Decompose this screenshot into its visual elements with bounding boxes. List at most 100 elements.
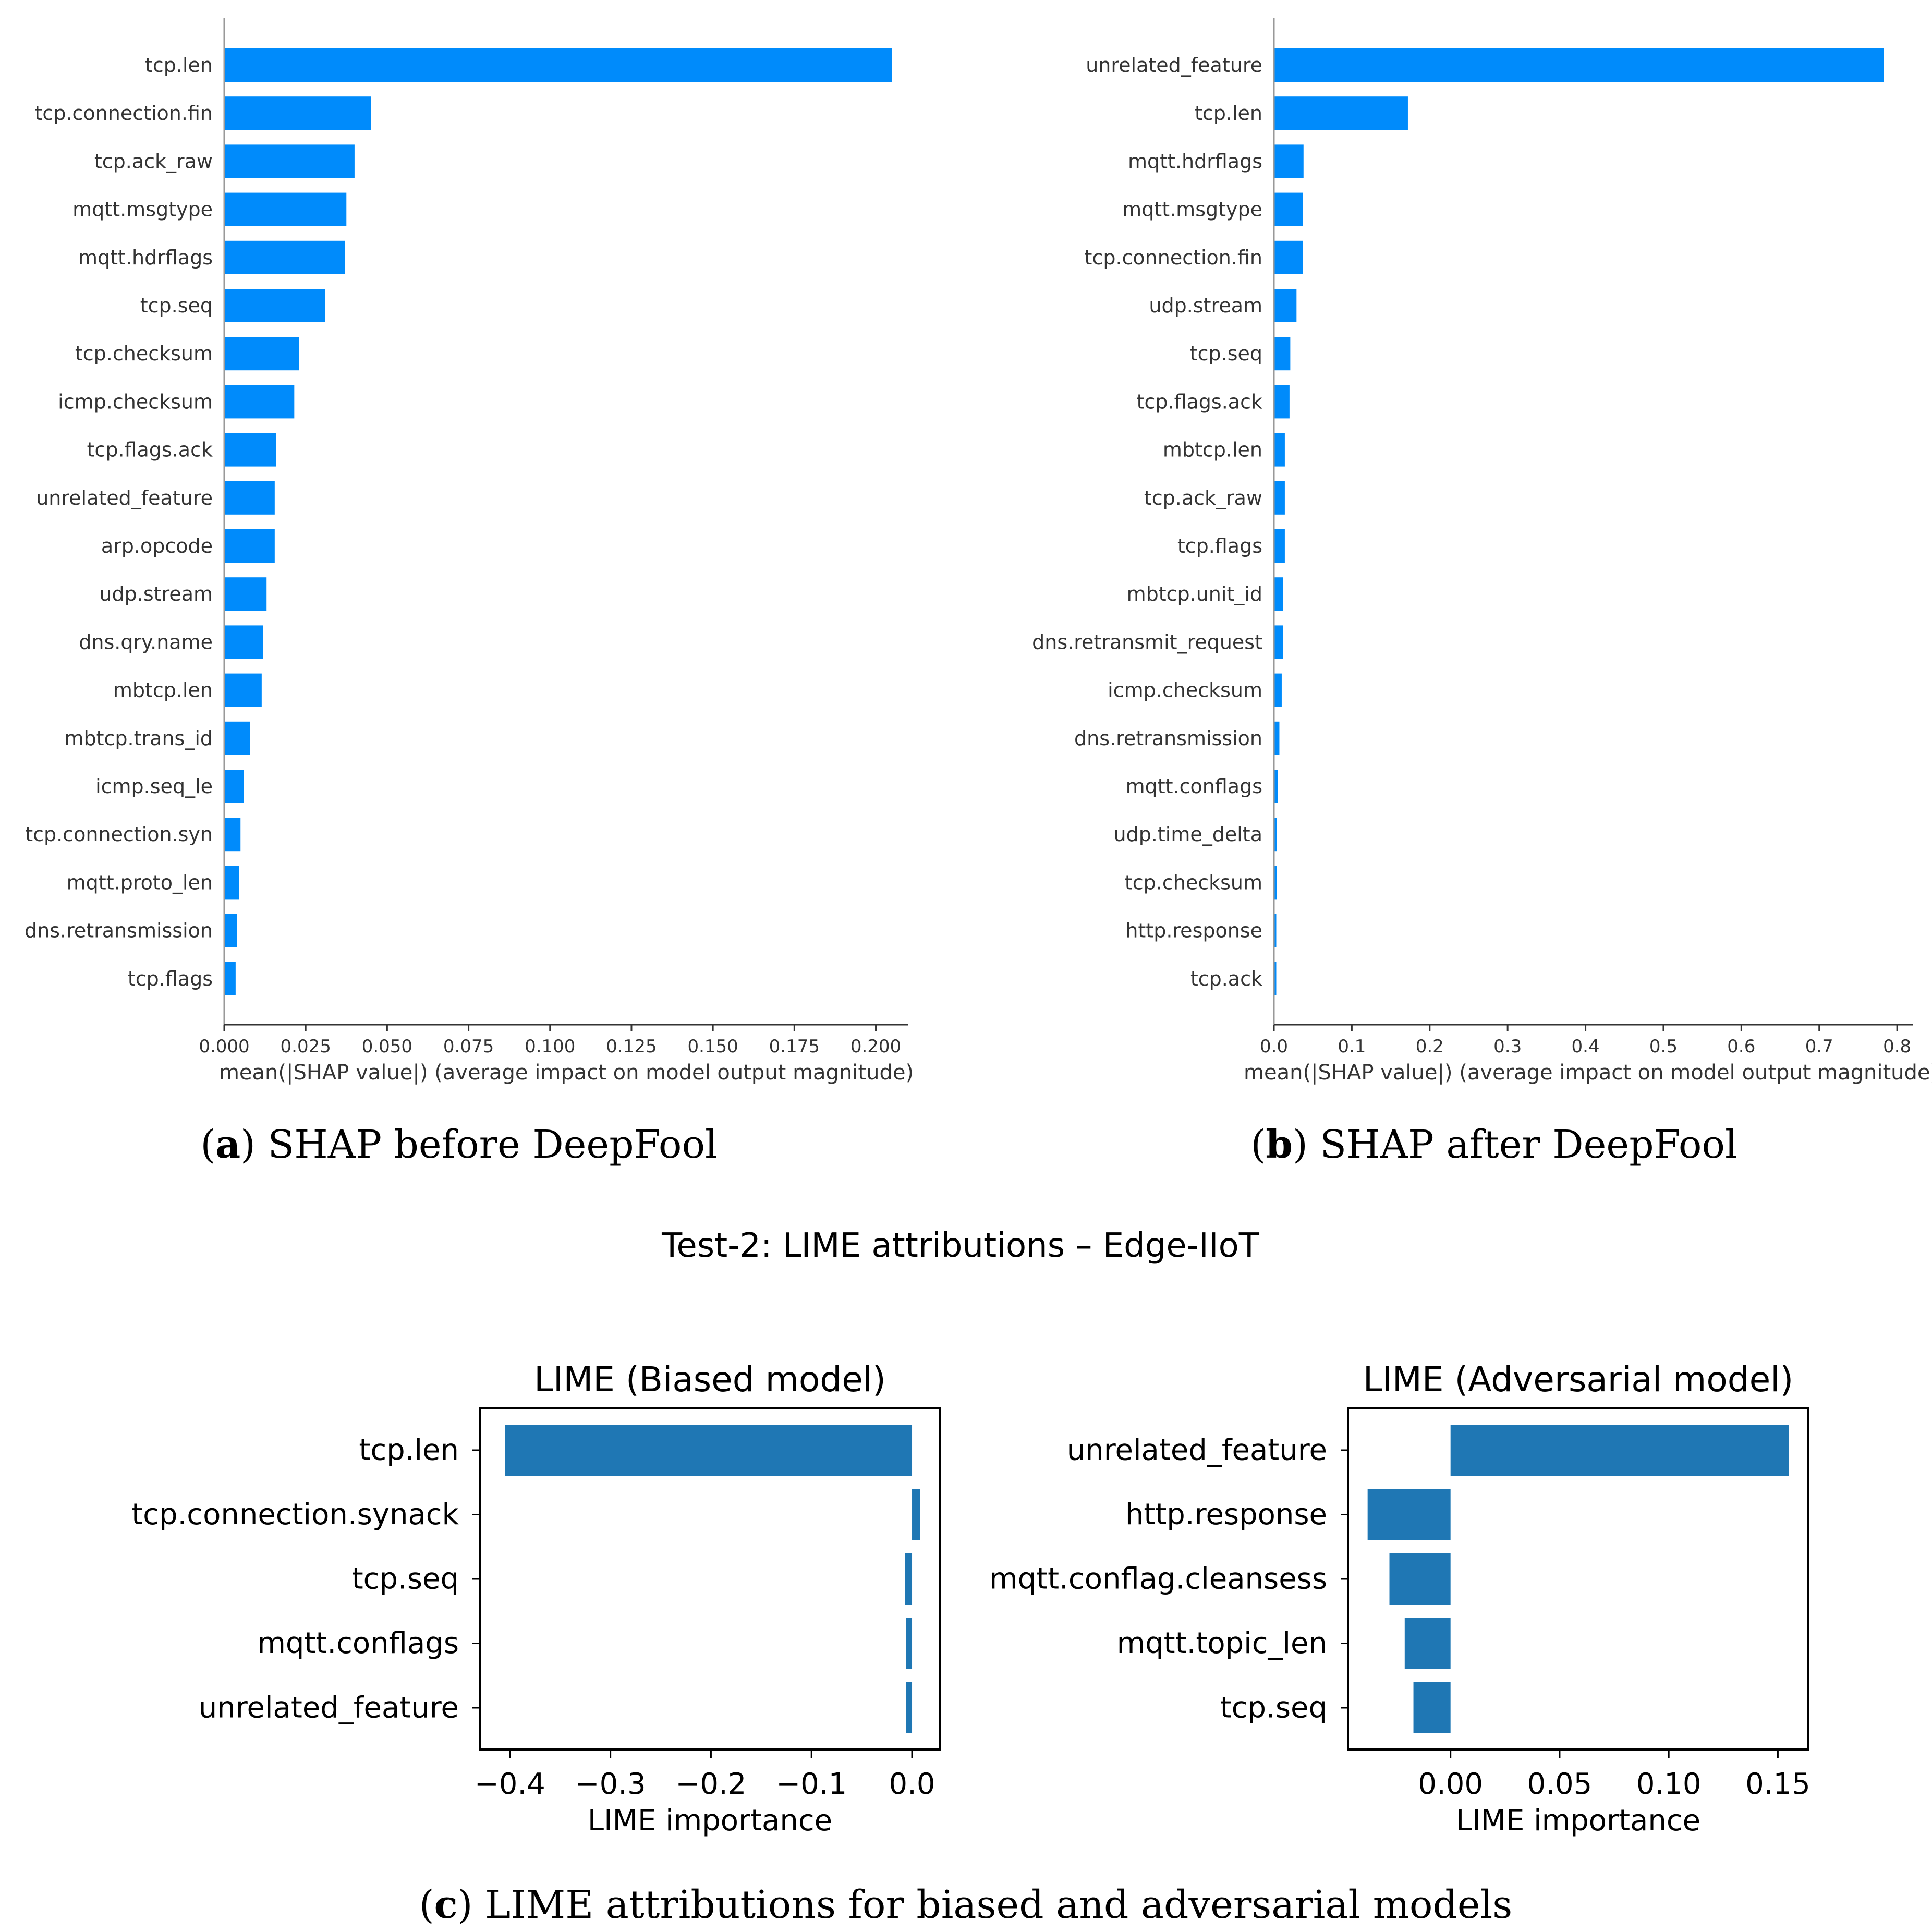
category-label-0: tcp.len <box>359 1433 459 1467</box>
bar-2 <box>905 1553 913 1605</box>
category-label-18: dns.retransmission <box>25 919 213 942</box>
category-label-19: tcp.ack <box>1190 967 1262 990</box>
bar-4 <box>1413 1682 1451 1733</box>
bar-3 <box>906 1618 913 1669</box>
category-label-8: mbtcp.len <box>1163 439 1262 461</box>
category-label-13: mbtcp.len <box>113 679 213 702</box>
bar-19 <box>224 962 236 995</box>
bar-5 <box>224 289 325 322</box>
x-tick-label-7: 0.7 <box>1805 1036 1833 1057</box>
category-label-14: mbtcp.trans_id <box>65 727 213 750</box>
category-label-5: udp.stream <box>1149 294 1262 317</box>
chart-shap-after: unrelated_feature tcp.len mqtt.hdrflags mqt… <box>1032 18 1932 1085</box>
caption-a: (a) SHAP before DeepFool <box>200 1122 717 1167</box>
chart-lime-biased: tcp.len tcp.connection.synack tcp.seq mqtt.… <box>131 1359 941 1838</box>
bar-0 <box>1274 48 1884 82</box>
category-label-4: unrelated_feature <box>199 1691 459 1725</box>
category-label-19: tcp.flags <box>128 967 213 990</box>
bar-1 <box>912 1489 920 1540</box>
bar-7 <box>1274 385 1290 419</box>
x-tick-label-0: −0.4 <box>475 1767 545 1801</box>
caption-c: (c) LIME attributions for biased and adv… <box>419 1882 1513 1927</box>
category-label-17: mqtt.proto_len <box>67 871 213 894</box>
bar-13 <box>1274 673 1282 707</box>
x-tick-label-2: 0.10 <box>1636 1767 1702 1801</box>
category-label-4: tcp.connection.fin <box>1085 246 1262 269</box>
category-label-2: mqtt.conflag.cleansess <box>989 1562 1327 1596</box>
category-label-2: tcp.ack_raw <box>94 150 213 173</box>
category-label-2: tcp.seq <box>352 1562 459 1596</box>
category-label-8: tcp.flags.ack <box>87 439 213 461</box>
category-label-16: tcp.connection.syn <box>25 823 213 846</box>
category-label-1: tcp.connection.fin <box>35 102 213 125</box>
chart-title: LIME (Biased model) <box>534 1359 886 1400</box>
bar-13 <box>224 673 262 707</box>
bar-9 <box>1274 481 1285 515</box>
x-tick-label-0: 0.000 <box>199 1036 249 1057</box>
caption-b: (b) SHAP after DeepFool <box>1250 1122 1737 1167</box>
caption-c-letter: c <box>434 1882 458 1927</box>
category-label-12: dns.qry.name <box>79 630 213 653</box>
caption-b-letter: b <box>1266 1122 1293 1167</box>
bar-4 <box>906 1682 913 1733</box>
bar-4 <box>1274 240 1303 274</box>
x-axis-label: mean(|SHAP value|) (average impact on mo… <box>1244 1061 1932 1085</box>
category-label-9: unrelated_feature <box>36 487 213 509</box>
bar-7 <box>224 385 295 419</box>
bar-18 <box>1274 914 1277 947</box>
x-tick-label-3: 0.3 <box>1493 1036 1522 1057</box>
bar-15 <box>1274 770 1278 803</box>
category-label-7: tcp.flags.ack <box>1137 390 1262 413</box>
bar-10 <box>224 529 275 563</box>
bar-14 <box>224 721 250 755</box>
category-label-12: dns.retransmit_request <box>1032 630 1262 653</box>
bar-10 <box>1274 529 1285 563</box>
category-label-10: arp.opcode <box>101 534 213 557</box>
x-tick-label-8: 0.200 <box>850 1036 901 1057</box>
bar-19 <box>1274 962 1277 995</box>
bar-8 <box>1274 433 1285 467</box>
x-tick-label-1: 0.025 <box>281 1036 331 1057</box>
bar-11 <box>224 577 267 611</box>
bar-12 <box>1274 625 1283 659</box>
category-label-3: mqtt.msgtype <box>72 198 213 221</box>
bar-4 <box>224 240 345 274</box>
x-axis-label: LIME importance <box>588 1804 832 1838</box>
category-label-17: tcp.checksum <box>1125 871 1262 894</box>
caption-a-letter: a <box>215 1122 240 1167</box>
x-tick-label-2: 0.050 <box>362 1036 412 1057</box>
x-axis-label: mean(|SHAP value|) (average impact on mo… <box>219 1061 914 1085</box>
bar-14 <box>1274 721 1280 755</box>
caption-c-text: LIME attributions for biased and adversa… <box>473 1882 1513 1927</box>
bar-1 <box>224 96 371 130</box>
category-label-2: mqtt.hdrflags <box>1128 150 1262 173</box>
category-label-15: mqtt.conflags <box>1126 775 1262 798</box>
bar-6 <box>224 337 299 371</box>
x-tick-label-3: 0.075 <box>443 1036 494 1057</box>
bar-0 <box>1450 1425 1789 1476</box>
chart-title: LIME (Adversarial model) <box>1363 1359 1794 1400</box>
x-tick-label-4: 0.4 <box>1572 1036 1600 1057</box>
category-label-3: mqtt.topic_len <box>1117 1626 1327 1660</box>
bar-17 <box>1274 866 1277 900</box>
chart-shap-before: tcp.len tcp.connection.fin tcp.ack_rawmqtt… <box>25 18 914 1085</box>
bar-2 <box>1274 144 1304 178</box>
category-label-1: http.response <box>1125 1498 1327 1532</box>
bar-15 <box>224 770 244 803</box>
category-label-10: tcp.flags <box>1177 534 1262 557</box>
category-label-0: unrelated_feature <box>1067 1433 1327 1467</box>
bar-0 <box>505 1425 913 1476</box>
bar-17 <box>224 866 239 900</box>
bar-11 <box>1274 577 1283 611</box>
category-label-4: mqtt.hdrflags <box>78 246 213 269</box>
category-label-7: icmp.checksum <box>58 390 213 413</box>
category-label-11: udp.stream <box>99 582 213 605</box>
category-label-15: icmp.seq_le <box>95 775 213 798</box>
bar-2 <box>224 144 355 178</box>
category-label-0: tcp.len <box>145 54 213 77</box>
bar-5 <box>1274 289 1297 322</box>
x-tick-label-5: 0.5 <box>1649 1036 1678 1057</box>
plot-frame <box>479 1407 941 1751</box>
category-label-3: mqtt.msgtype <box>1122 198 1262 221</box>
